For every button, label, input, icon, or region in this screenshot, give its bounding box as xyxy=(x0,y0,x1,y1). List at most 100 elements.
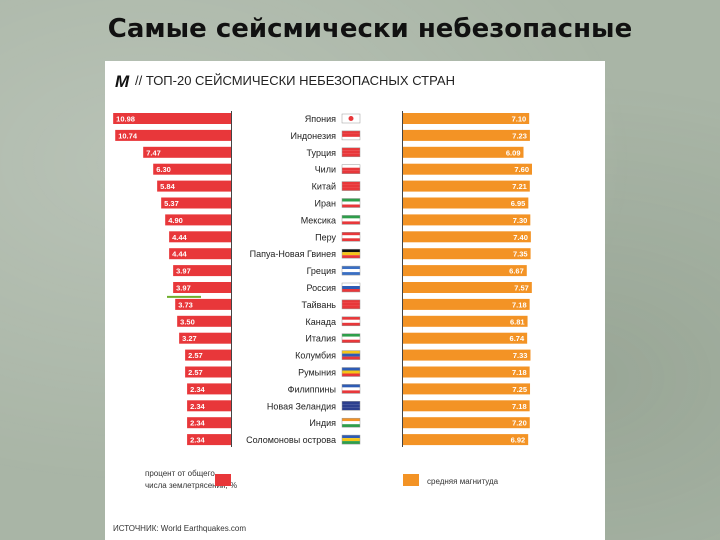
orange-bar xyxy=(403,197,529,209)
red-bar xyxy=(157,180,231,192)
red-bar xyxy=(187,383,231,395)
red-bar-label: 5.84 xyxy=(160,182,175,191)
red-bar-label: 4.44 xyxy=(172,250,187,259)
chart-row: 7.47 Турция 6.09 xyxy=(143,146,524,158)
red-bar-label: 7.47 xyxy=(146,148,161,157)
red-bar xyxy=(185,349,231,361)
country-label: Новая Зеландия xyxy=(267,401,336,411)
flag-icon xyxy=(341,248,361,259)
flag-icon xyxy=(341,316,361,327)
red-bar xyxy=(113,113,231,124)
orange-bar-label: 7.40 xyxy=(513,233,528,242)
red-bar xyxy=(187,417,231,429)
flag-icon xyxy=(341,164,361,174)
red-bar xyxy=(115,129,231,141)
orange-bar xyxy=(403,129,530,141)
flag-icon xyxy=(341,265,361,276)
flag-icon xyxy=(341,147,361,158)
flag-icon xyxy=(341,384,361,394)
country-label: Япония xyxy=(305,114,336,124)
flag-icon xyxy=(341,417,361,428)
legend-right-label: средняя магнитуда xyxy=(427,477,499,486)
chart-row: 2.34 Индия 7.20 xyxy=(187,417,530,429)
chart-row: 5.37 Иран 6.95 xyxy=(161,197,529,209)
red-bar xyxy=(173,265,231,277)
flag-icon xyxy=(341,434,361,445)
red-bar xyxy=(179,332,231,344)
orange-bar xyxy=(403,231,531,243)
orange-bar xyxy=(403,180,530,192)
orange-bar-label: 7.35 xyxy=(513,250,528,259)
flag-icon xyxy=(341,367,361,377)
orange-bar-label: 6.74 xyxy=(510,334,525,343)
orange-bar-label: 7.33 xyxy=(513,351,528,360)
orange-bar-label: 7.20 xyxy=(512,419,527,428)
flag-icon xyxy=(341,130,361,141)
orange-bar-label: 7.23 xyxy=(512,131,527,140)
orange-bar-label: 6.81 xyxy=(510,317,525,326)
orange-bar xyxy=(403,417,530,429)
flag-icon xyxy=(341,299,361,310)
red-bar-label: 2.34 xyxy=(190,402,205,411)
orange-bar xyxy=(403,434,529,446)
chart-panel: M // ТОП-20 СЕЙСМИЧЕСКИ НЕБЕЗОПАСНЫХ СТР… xyxy=(105,61,605,540)
orange-bar xyxy=(403,113,530,124)
chart-row: 2.34 Филиппины 7.25 xyxy=(187,383,531,395)
red-bar-label: 2.34 xyxy=(190,436,205,445)
legend-left-line1: процент от общего xyxy=(145,469,215,478)
chart-row: 2.57 Колумбия 7.33 xyxy=(185,349,531,361)
flag-icon xyxy=(341,350,361,360)
orange-bar xyxy=(403,163,532,175)
orange-bar xyxy=(403,146,524,158)
red-bar-label: 3.97 xyxy=(176,267,191,276)
orange-bar-label: 6.95 xyxy=(511,199,526,208)
chart-row: 4.44 Папуа-Новая Гвинея 7.35 xyxy=(169,248,531,260)
flag-icon xyxy=(341,232,361,242)
red-bar-label: 10.74 xyxy=(118,131,138,140)
chart-row: 10.98 Япония 7.10 xyxy=(113,113,530,124)
red-bar-label: 4.44 xyxy=(172,233,187,242)
country-label: Китай xyxy=(312,182,336,192)
orange-bar xyxy=(403,366,530,378)
chart-row: 3.97 Россия 7.57 xyxy=(173,282,532,293)
red-bar xyxy=(165,214,231,226)
orange-bar-label: 7.18 xyxy=(512,368,527,377)
red-bar-label: 2.57 xyxy=(188,351,203,360)
red-bar-label: 4.90 xyxy=(168,216,183,225)
red-bar-label: 3.50 xyxy=(180,317,195,326)
chart-row: 2.34 Новая Зеландия 7.18 xyxy=(187,400,530,412)
red-bar xyxy=(143,146,231,158)
chart-row: 2.34 Соломоновы острова 6.92 xyxy=(187,434,529,446)
red-bar-label: 2.34 xyxy=(190,419,205,428)
red-bar-label: 6.30 xyxy=(156,165,171,174)
country-label: Россия xyxy=(306,283,336,293)
orange-bar-label: 7.30 xyxy=(513,216,528,225)
orange-bar xyxy=(403,315,528,327)
orange-bar xyxy=(403,214,531,226)
orange-bar xyxy=(403,265,527,277)
chart-row: 4.90 Мексика 7.30 xyxy=(165,214,531,226)
country-label: Перу xyxy=(315,232,336,242)
red-bar xyxy=(169,231,231,243)
orange-bar-label: 6.92 xyxy=(511,436,526,445)
orange-bar-label: 7.21 xyxy=(512,182,527,191)
red-bar xyxy=(177,315,231,327)
red-bar xyxy=(187,400,231,412)
orange-bar-label: 6.09 xyxy=(506,148,521,157)
country-label: Чили xyxy=(315,165,336,175)
orange-bar xyxy=(403,248,531,260)
red-bar-label: 2.34 xyxy=(190,385,205,394)
orange-bar xyxy=(403,298,530,310)
chart-row: 2.57 Румыния 7.18 xyxy=(185,366,530,378)
orange-bar xyxy=(403,400,530,412)
orange-bar-label: 7.18 xyxy=(512,402,527,411)
legend-left-line2: числа землетрясений, % xyxy=(145,481,237,490)
chart-row: 5.84 Китай 7.21 xyxy=(157,180,530,192)
country-label: Италия xyxy=(305,334,336,344)
orange-bar-label: 6.67 xyxy=(509,267,524,276)
red-bar xyxy=(173,282,231,293)
red-bar xyxy=(169,248,231,260)
orange-bar-label: 7.57 xyxy=(514,284,529,293)
red-bar-label: 10.98 xyxy=(116,115,135,124)
flag-icon xyxy=(341,215,361,225)
